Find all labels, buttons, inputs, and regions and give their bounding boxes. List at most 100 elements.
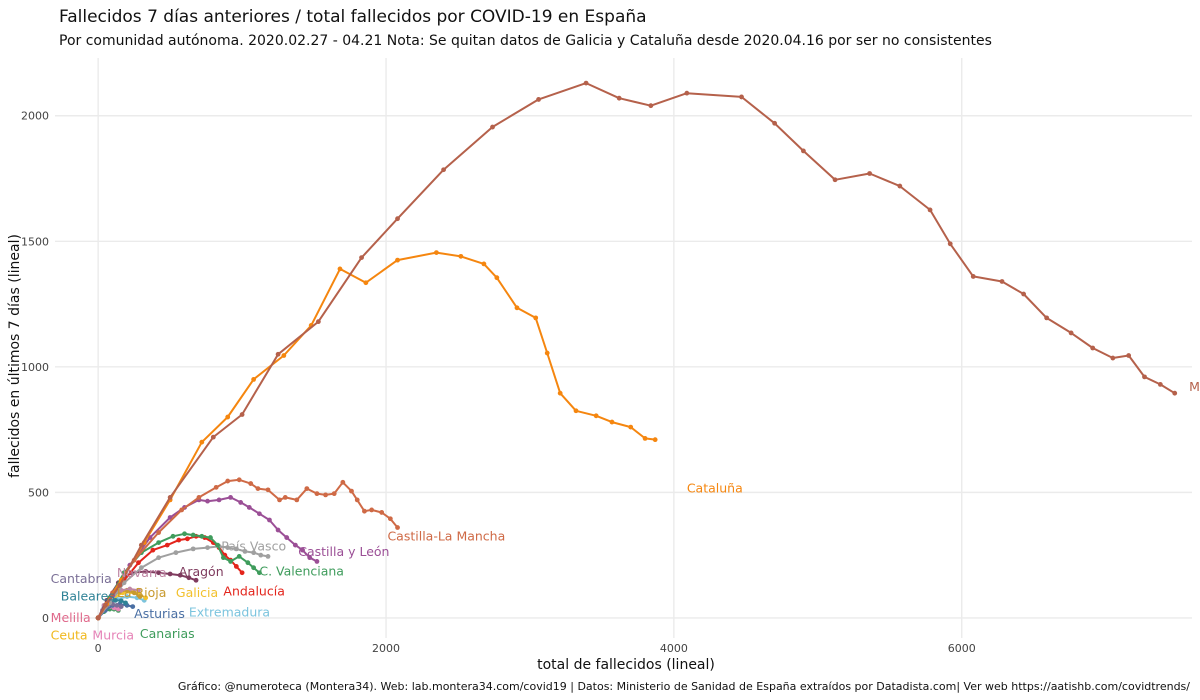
series-label: La Rioja [117,585,167,600]
data-point [1021,291,1027,297]
data-point [190,532,196,538]
data-point [349,488,354,494]
data-point [323,492,328,498]
data-point [228,494,233,500]
data-point [340,479,346,485]
data-point [1044,315,1050,321]
series-label: C. Valenciana [259,563,344,578]
data-point [228,559,233,564]
x-axis-ticks: 0 2000 4000 6000 [95,642,976,655]
y-axis-ticks: 0 500 1000 1500 2000 [21,110,49,625]
data-point [213,484,219,490]
data-point [117,582,123,588]
data-point [395,525,400,530]
data-point [239,570,245,576]
series-line [97,496,318,619]
data-point [277,497,282,503]
data-point [294,497,300,503]
data-point [215,542,221,548]
data-point [138,565,144,571]
data-point [307,555,313,561]
data-point [379,510,385,515]
series-label: Extremadura [189,604,270,619]
data-point [114,602,120,608]
data-point [314,491,320,497]
data-point [359,255,364,261]
data-point [164,542,170,548]
x-axis-label: total de fallecidos (lineal) [537,657,715,673]
y-tick-label: 1000 [21,361,49,374]
data-point [897,183,903,189]
data-point [193,577,199,583]
data-point [1090,345,1096,351]
data-point [832,177,838,183]
data-point [258,552,264,558]
data-point [684,90,690,96]
data-point [267,517,272,523]
data-point [131,590,137,596]
series-labels: Madrid Cataluña Castilla-La ManchaCastilla… [51,379,1200,643]
data-point [225,414,231,420]
data-point [573,408,579,414]
series-lines [95,80,1178,621]
data-point [251,376,257,382]
data-point [282,494,288,500]
data-point [970,274,976,279]
data-point [628,424,634,430]
data-point [642,435,648,441]
grid [55,58,1192,638]
series-label: Navarra [117,565,167,580]
data-point [156,555,162,561]
x-tick-label: 4000 [660,642,688,655]
data-point [369,507,375,513]
data-point [239,412,245,417]
data-point [536,97,541,102]
data-point [557,390,563,396]
series-label: Cataluña [687,481,743,496]
data-point [210,434,216,440]
series-label: Asturias [134,606,185,621]
data-point [304,486,310,492]
series-castilla-la-mancha [95,477,400,621]
data-point [236,477,242,483]
series-label: Canarias [140,626,195,641]
data-point [102,602,108,608]
data-point [205,498,210,504]
data-point [1110,355,1116,361]
series-label: Aragón [179,564,224,579]
data-point [458,253,464,259]
data-point [138,542,144,548]
data-point [281,353,287,358]
series-label: Galicia [176,585,218,600]
series-label: Ceuta [51,627,88,642]
data-point [248,481,254,486]
data-point [136,560,141,566]
data-point [331,491,337,497]
series-label: Castilla y León [298,544,389,559]
y-tick-label: 1500 [21,235,49,248]
data-point [354,497,360,503]
data-point [616,95,622,101]
data-point [123,600,128,606]
data-point [233,546,239,552]
data-point [225,478,231,484]
data-point [196,494,202,500]
data-point [127,586,133,592]
chart-subtitle: Por comunidad autónoma. 2020.02.27 - 04.… [59,33,992,49]
data-point [216,497,222,503]
data-point [130,604,136,610]
data-point [494,275,500,281]
y-tick-label: 2000 [21,110,49,123]
data-point [182,531,187,537]
data-point [170,533,176,539]
data-point [150,547,156,553]
data-point [143,595,149,601]
data-point [772,120,778,126]
caption: Gráfico: @numeroteca (Montera34). Web: l… [178,680,1190,693]
data-point [284,535,290,540]
data-point [225,545,231,551]
data-point [118,598,124,604]
data-point [186,575,192,581]
data-point [199,533,205,539]
series-label: Castilla-La Mancha [387,528,505,543]
